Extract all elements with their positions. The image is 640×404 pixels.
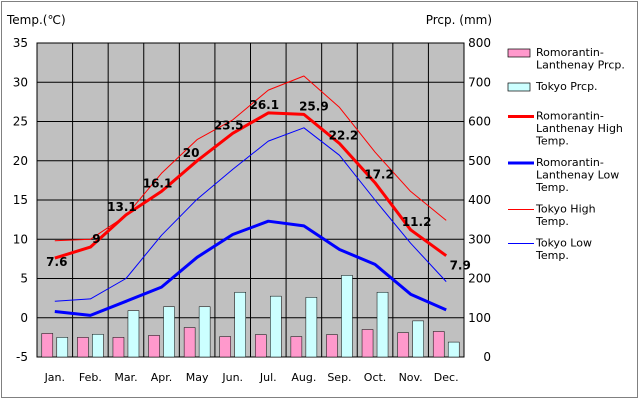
legend-swatch: [507, 82, 531, 92]
y-right-tick-label: 0: [483, 350, 491, 364]
bar-tokyo-prcp: [447, 341, 460, 358]
bar-romorantin-prcp: [183, 327, 196, 358]
legend-label: Lanthenay High: [536, 122, 623, 135]
y-right-tick-label: 200: [468, 272, 491, 286]
bar-tokyo-prcp: [412, 320, 424, 358]
y-left-tick-label: 30: [13, 75, 28, 89]
data-label-romorantin-high: 13.1: [107, 200, 137, 214]
legend-label: Lanthenay Prcp.: [536, 59, 625, 72]
bar-romorantin-prcp: [148, 335, 160, 358]
plot-border: [36, 42, 465, 358]
bar-tokyo-prcp: [127, 310, 140, 358]
bar-romorantin-prcp: [326, 334, 338, 358]
x-tick-label: Jul.: [259, 371, 277, 384]
y-left-tick-label: 25: [13, 115, 28, 129]
x-tick-label: May: [186, 371, 209, 384]
y-right-tick-label: 400: [468, 193, 491, 207]
legend-label: Romorantin-: [536, 46, 604, 59]
bar-tokyo-prcp: [376, 291, 389, 358]
y-left-tick-label: -5: [16, 350, 28, 364]
bar-romorantin-prcp: [219, 336, 231, 358]
right-axis-title: Prcp. (mm): [426, 13, 492, 27]
legend-label: Romorantin-: [536, 110, 604, 123]
bar-tokyo-prcp: [341, 275, 353, 358]
bar-romorantin-prcp: [112, 337, 125, 358]
bar-romorantin-prcp: [77, 337, 89, 358]
bar-romorantin-prcp: [361, 329, 374, 358]
left-axis-title: Temp.(℃): [6, 13, 66, 27]
x-tick-label: Oct.: [364, 371, 387, 384]
data-label-romorantin-high: 17.2: [364, 168, 394, 182]
y-right-tick-label: 700: [468, 75, 491, 89]
bar-romorantin-prcp: [397, 332, 409, 358]
x-tick-label: Jun.: [221, 371, 243, 384]
x-tick-label: Nov.: [399, 371, 423, 384]
y-left-tick-label: 10: [13, 232, 28, 246]
x-tick-label: Feb.: [79, 371, 102, 384]
legend-label: Temp.: [535, 181, 569, 194]
bar-romorantin-prcp: [255, 334, 267, 358]
bar-tokyo-prcp: [234, 291, 246, 358]
line-romorantin-low: [54, 219, 447, 317]
legend-label: Lanthenay Low: [536, 169, 619, 182]
y-right-tick-label: 600: [468, 115, 491, 129]
data-label-romorantin-high: 26.1: [249, 98, 279, 112]
data-label-romorantin-high: 7.9: [450, 259, 471, 273]
x-tick-label: Sep.: [327, 371, 351, 384]
bar-tokyo-prcp: [198, 306, 211, 358]
y-left-tick-label: 35: [13, 36, 28, 50]
x-tick-label: Dec.: [434, 371, 459, 384]
y-left-tick-label: 15: [13, 193, 28, 207]
data-label-romorantin-high: 20: [183, 146, 200, 160]
y-left-tick-label: 5: [20, 272, 28, 286]
y-right-tick-label: 500: [468, 154, 491, 168]
x-tick-label: Mar.: [114, 371, 137, 384]
line-tokyo-low: [54, 127, 447, 302]
data-label-romorantin-high: 7.6: [46, 255, 67, 269]
y-right-tick-label: 800: [468, 36, 491, 50]
bar-tokyo-prcp: [305, 297, 318, 358]
bar-tokyo-prcp: [270, 295, 282, 358]
legend-label: Temp.: [535, 215, 569, 228]
x-tick-label: Aug.: [291, 371, 316, 384]
data-label-romorantin-high: 9: [92, 232, 100, 246]
legend-label: Tokyo Prcp.: [535, 80, 598, 93]
data-label-romorantin-high: 23.5: [214, 118, 244, 132]
data-label-romorantin-high: 25.9: [299, 99, 329, 113]
data-label-romorantin-high: 16.1: [143, 176, 173, 190]
x-tick-label: Jan.: [44, 371, 65, 384]
legend-label: Tokyo Low: [535, 237, 592, 250]
legend-label: Temp.: [535, 249, 569, 262]
y-left-tick-label: 20: [13, 154, 28, 168]
data-label-romorantin-high: 22.2: [329, 128, 359, 142]
legend-label: Tokyo High: [535, 203, 596, 216]
bar-romorantin-prcp: [290, 336, 303, 358]
line-romorantin-high: [54, 111, 448, 260]
bar-romorantin-prcp: [432, 331, 445, 358]
bar-tokyo-prcp: [163, 306, 175, 358]
bar-tokyo-prcp: [92, 333, 104, 358]
bar-romorantin-prcp: [41, 333, 54, 358]
legend-swatch: [507, 48, 531, 58]
legend-label: Romorantin-: [536, 156, 604, 169]
y-right-tick-label: 100: [468, 311, 491, 325]
data-label-romorantin-high: 11.2: [402, 215, 432, 229]
legend-label: Temp.: [535, 135, 569, 148]
y-right-tick-label: 300: [468, 232, 491, 246]
bar-tokyo-prcp: [56, 337, 69, 358]
y-left-tick-label: 0: [20, 311, 28, 325]
x-tick-label: Apr.: [151, 371, 173, 384]
